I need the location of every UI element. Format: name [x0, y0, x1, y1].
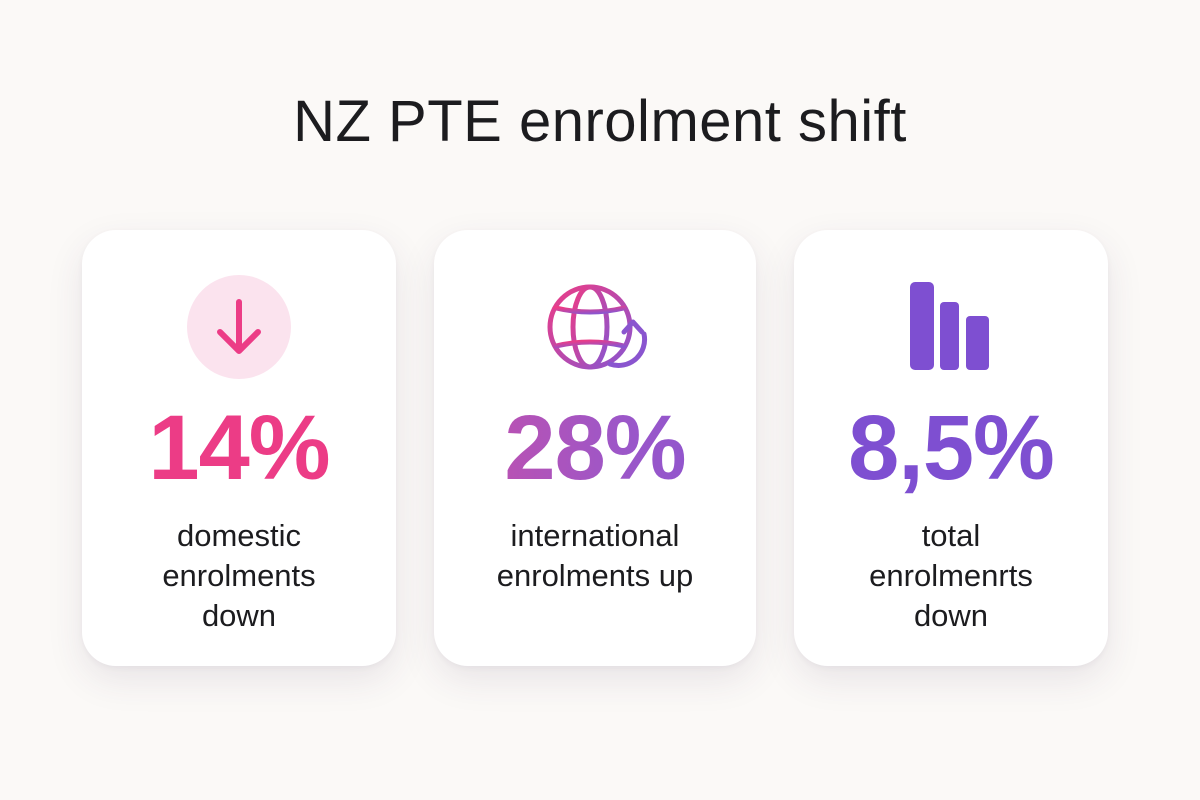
stat-card-international: 28% international enrolments up	[434, 230, 756, 666]
stat-label-line: enrolmenrts	[869, 558, 1033, 593]
globe-refresh-icon	[540, 272, 650, 382]
stat-label-line: international	[510, 518, 680, 553]
stat-label-line: enrolments up	[496, 558, 694, 593]
stat-label-line: domestic	[176, 518, 302, 553]
stat-label-line: down	[913, 598, 989, 633]
stat-card-domestic: 14% domestic enrolments down	[82, 230, 396, 666]
stat-card-total: 8,5% total enrolmenrts down	[794, 230, 1108, 666]
stat-label-line: down	[201, 598, 277, 633]
arrow-down-icon	[184, 272, 294, 382]
stat-label-line: enrolments	[162, 558, 316, 593]
stat-label-domestic: domestic enrolments down	[82, 516, 396, 636]
stat-value-total: 8,5%	[848, 397, 1055, 499]
page-title: NZ PTE enrolment shift	[293, 89, 907, 154]
stat-value-domestic: 14%	[148, 397, 330, 499]
stat-label-international: international enrolments up	[434, 516, 756, 596]
bar-chart-icon	[896, 272, 1006, 382]
stat-label-line: total	[921, 518, 981, 553]
stat-value-international: 28%	[434, 402, 756, 494]
stat-label-total: total enrolmenrts down	[794, 516, 1108, 636]
